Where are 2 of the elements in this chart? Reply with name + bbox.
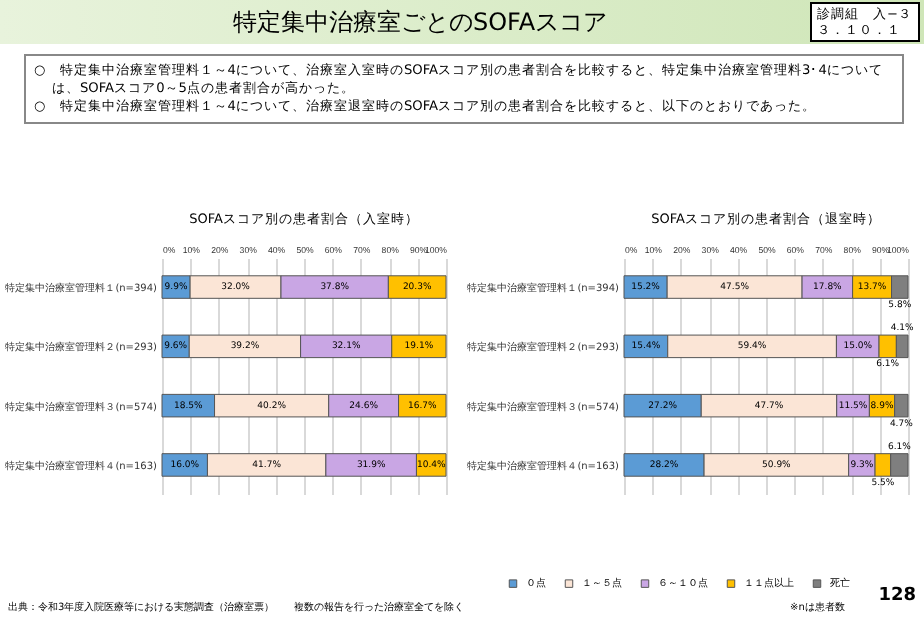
text: 128 xyxy=(878,586,916,606)
text: 特定集中治療室ごとのSOFAスコア xyxy=(232,8,608,36)
